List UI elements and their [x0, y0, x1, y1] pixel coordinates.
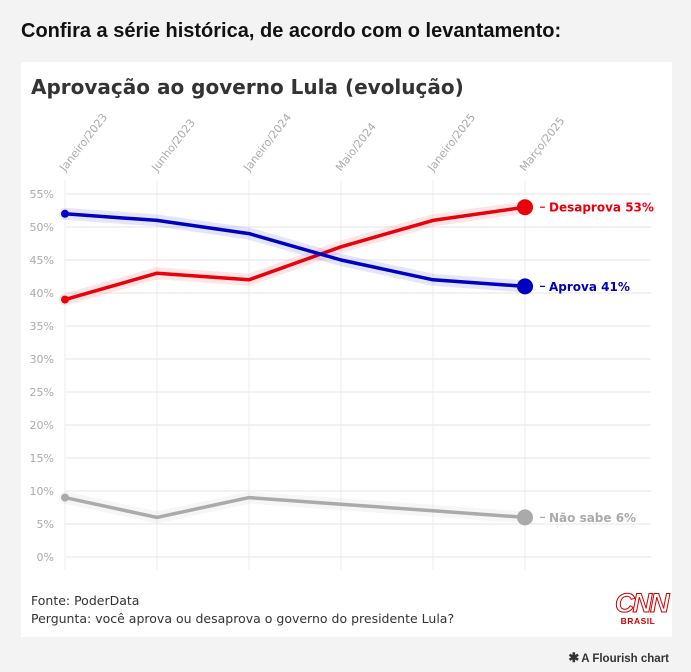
cnn-brasil-logo: CNN BRASIL — [615, 588, 671, 626]
x-tick-label: Janeiro/2023 — [57, 111, 111, 175]
logo-sub: BRASIL — [620, 616, 656, 626]
y-tick-label: 30% — [30, 353, 54, 366]
chart-footer: Fonte: PoderData Pergunta: você aprova o… — [31, 592, 454, 628]
y-tick-label: 10% — [30, 485, 54, 498]
x-tick-label: Junho/2023 — [149, 117, 198, 175]
chart-card: Aprovação ao governo Lula (evolução) Jan… — [21, 62, 672, 637]
y-tick-label: 55% — [30, 188, 54, 201]
y-tick-label: 15% — [30, 452, 54, 465]
series-end-label: Aprova 41% — [549, 280, 630, 294]
series: Desaprova 53% Aprova 41% Não sabe 6% — [59, 199, 654, 526]
x-tick-label: Janeiro/2024 — [241, 111, 295, 175]
start-point — [61, 493, 69, 502]
series-line — [63, 205, 527, 302]
y-tick-label: 50% — [30, 221, 54, 234]
y-tick-label: 25% — [30, 386, 54, 399]
flourish-credit[interactable]: ✱ A Flourish chart — [568, 650, 669, 666]
series-end-label: Não sabe 6% — [549, 511, 636, 525]
flourish-credit-text: A Flourish chart — [581, 653, 669, 665]
series-line — [63, 495, 527, 520]
line-chart: Janeiro/2023 Junho/2023 Janeiro/2024 Maio/2… — [30, 111, 654, 570]
question-text: Pergunta: você aprova ou desaprova o gov… — [31, 611, 455, 626]
y-tick-label: 20% — [30, 419, 54, 432]
y-tick-label: 45% — [30, 254, 54, 267]
series-line — [63, 212, 527, 289]
y-axis-ticks: 0% 5% 10% 15% 20% 25% 30% 35% 40% 45% 50% 55% — [30, 188, 54, 564]
start-point — [61, 295, 69, 304]
y-tick-label: 5% — [37, 518, 54, 531]
headline: Confira a série histórica, de acordo com… — [21, 20, 562, 42]
x-tick-label: Março/2025 — [517, 115, 567, 174]
logo-mark: CNN — [615, 588, 671, 618]
asterisk-icon: ✱ — [568, 650, 580, 665]
y-tick-label: 0% — [37, 551, 54, 564]
source-text: Fonte: PoderData — [31, 593, 140, 608]
chart-title: Aprovação ao governo Lula (evolução) — [31, 75, 464, 99]
series-end-label: Desaprova 53% — [549, 201, 654, 215]
y-tick-label: 35% — [30, 320, 54, 333]
x-tick-label: Janeiro/2025 — [425, 111, 479, 175]
end-point — [517, 278, 533, 295]
end-point — [517, 509, 533, 526]
start-point — [61, 209, 69, 218]
x-tick-label: Maio/2024 — [333, 120, 379, 173]
end-point — [517, 199, 533, 216]
grid — [64, 180, 651, 570]
x-axis-ticks: Janeiro/2023 Junho/2023 Janeiro/2024 Maio/2… — [57, 111, 568, 175]
y-tick-label: 40% — [30, 287, 54, 300]
